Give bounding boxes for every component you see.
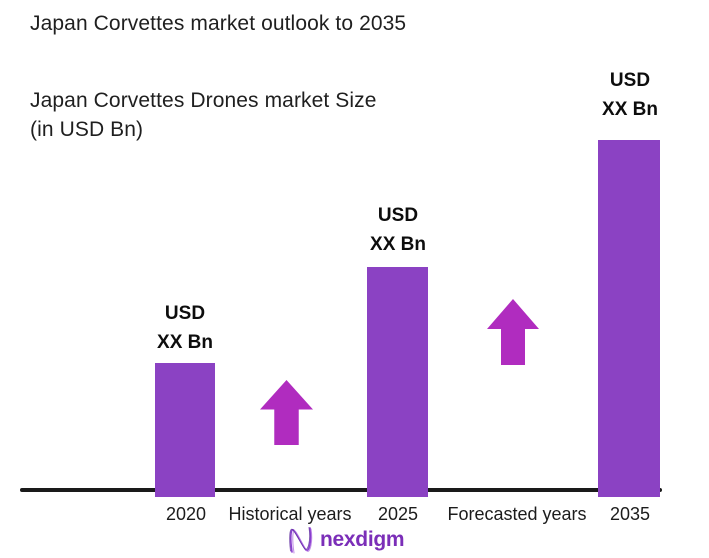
bar-2020 — [155, 363, 215, 497]
bar-value-line2: XX Bn — [602, 99, 658, 120]
chart-subtitle: Japan Corvettes Drones market Size (in U… — [30, 86, 377, 144]
bar-2035 — [598, 140, 660, 497]
chart-subtitle-line2: (in USD Bn) — [30, 118, 144, 141]
bar-value-label-2025: USD XX Bn — [370, 201, 426, 259]
chart-subtitle-line1: Japan Corvettes Drones market Size — [30, 89, 377, 112]
up-arrow-icon — [487, 299, 539, 365]
up-arrow-icon — [260, 380, 313, 445]
x-axis-label-historical-years: Historical years — [228, 504, 352, 524]
nexdigm-logo-text: nexdigm — [320, 528, 405, 551]
x-axis-label-2020: 2020 — [165, 504, 207, 524]
page-title: Japan Corvettes market outlook to 2035 — [30, 12, 407, 35]
bar-value-line1: USD — [377, 205, 419, 226]
x-axis-label-2025: 2025 — [377, 504, 419, 524]
bar-value-line1: USD — [164, 303, 206, 324]
nexdigm-logo-icon — [289, 527, 313, 554]
nexdigm-logo: nexdigm — [288, 525, 405, 555]
x-axis-label-2035: 2035 — [609, 504, 651, 524]
bar-2025 — [367, 267, 428, 497]
bar-value-line2: XX Bn — [370, 234, 426, 255]
bar-value-line1: USD — [609, 70, 651, 91]
bar-value-line2: XX Bn — [157, 332, 213, 353]
bar-value-label-2035: USD XX Bn — [602, 66, 658, 124]
x-axis-line — [20, 488, 662, 492]
bar-value-label-2020: USD XX Bn — [157, 299, 213, 357]
x-axis-label-forecasted-years: Forecasted years — [447, 504, 587, 524]
